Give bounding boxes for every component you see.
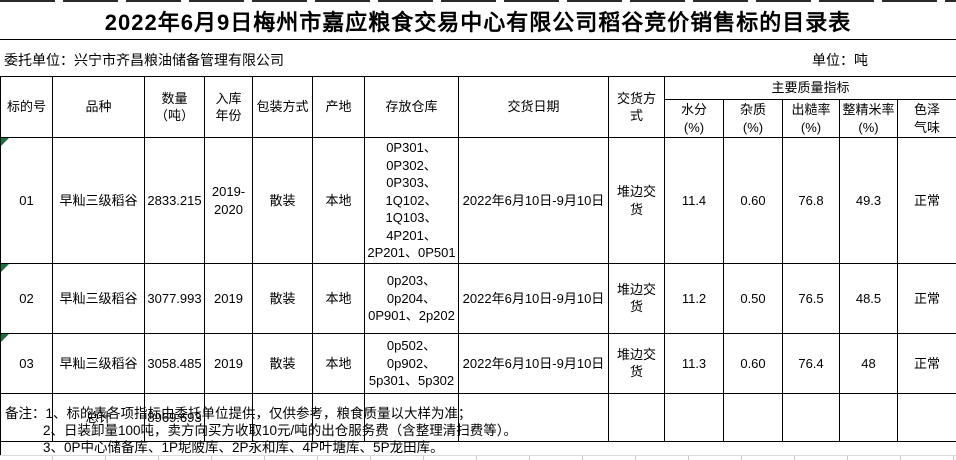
cell-empty[interactable] bbox=[723, 392, 783, 442]
cell-delivery-method[interactable]: 堆边交货 bbox=[608, 332, 665, 394]
remark-text: 2、日装卸量100吨，卖方向买方收取10元/吨的出仓服务费（含整理清扫费等）。 bbox=[43, 423, 518, 438]
cell-quantity[interactable]: 3058.485 bbox=[144, 332, 205, 394]
remark-line: 3、0P中心储备库、1P坭陂库、2P永和库、4P叶塘库、5P龙田库。 bbox=[1, 439, 956, 456]
cell-bid-no[interactable]: 02 bbox=[0, 262, 53, 334]
col-header-impurity[interactable]: 杂质 (%) bbox=[723, 98, 783, 139]
col-header-origin[interactable]: 产地 bbox=[312, 75, 365, 139]
remark-text: 1、标的表各项指标由委托单位提供，仅供参考，粮食质量以大样为准； bbox=[45, 406, 472, 421]
col-header-quality-group[interactable]: 主要质量指标 bbox=[663, 76, 956, 100]
cell-flag-triangle-icon bbox=[1, 334, 9, 342]
table-row: 02 早籼三级稻谷 3077.993 2019 散装 本地 0p203、0p20… bbox=[0, 262, 956, 334]
header-row-top: 标的号 品种 数量 （吨） 入库 年份 包装方式 产地 存放仓库 交货日期 交货… bbox=[0, 75, 956, 139]
cell-quantity[interactable]: 3077.993 bbox=[144, 262, 205, 334]
cell-empty[interactable] bbox=[664, 392, 724, 442]
cell-flag-triangle-icon bbox=[1, 138, 9, 147]
remarks-label: 备注： bbox=[5, 406, 46, 421]
col-header-storage-year[interactable]: 入库 年份 bbox=[204, 75, 253, 139]
col-header-bid-no[interactable]: 标的号 bbox=[0, 75, 53, 139]
cell-bid-no[interactable]: 03 bbox=[0, 332, 53, 394]
col-header-warehouse[interactable]: 存放仓库 bbox=[364, 75, 459, 139]
cell-brown-rice-rate[interactable]: 76.5 bbox=[782, 262, 840, 334]
cell-bid-no[interactable]: 01 bbox=[0, 137, 53, 264]
cell-color-odor[interactable]: 正常 bbox=[896, 262, 956, 334]
cell-impurity[interactable]: 0.60 bbox=[723, 137, 783, 264]
cell-warehouse[interactable]: 0p203、0p204、0P901、2p202 bbox=[364, 262, 459, 334]
col-header-quantity[interactable]: 数量 （吨） bbox=[144, 75, 205, 139]
cell-color-odor[interactable]: 正常 bbox=[896, 137, 956, 264]
col-header-delivery-date[interactable]: 交货日期 bbox=[458, 75, 609, 139]
cell-variety[interactable]: 早籼三级稻谷 bbox=[52, 332, 145, 394]
cell-packaging[interactable]: 散装 bbox=[252, 137, 313, 264]
col-header-delivery-method[interactable]: 交货方式 bbox=[608, 75, 665, 139]
cell-variety[interactable]: 早籼三级稻谷 bbox=[52, 137, 145, 264]
cell-impurity[interactable]: 0.50 bbox=[723, 262, 783, 334]
cell-origin[interactable]: 本地 bbox=[312, 332, 365, 394]
total-row: 总计 8969.693 bbox=[0, 392, 956, 442]
cell-moisture[interactable]: 11.2 bbox=[664, 262, 724, 334]
remark-line: 备注： 1、标的表各项指标由委托单位提供，仅供参考，粮食质量以大样为准； bbox=[1, 405, 956, 422]
cell-head-rice-rate[interactable]: 49.3 bbox=[839, 137, 898, 264]
cell-delivery-method[interactable]: 堆边交货 bbox=[608, 262, 665, 334]
cell-empty[interactable] bbox=[782, 392, 840, 442]
cell-flag-triangle-icon bbox=[1, 264, 9, 272]
cell-head-rice-rate[interactable]: 48.5 bbox=[839, 262, 898, 334]
cell-packaging[interactable]: 散装 bbox=[252, 332, 313, 394]
cell-color-odor[interactable]: 正常 bbox=[896, 332, 956, 394]
col-header-brown-rice-rate[interactable]: 出糙率 (%) bbox=[782, 98, 840, 139]
cell-origin[interactable]: 本地 bbox=[312, 137, 365, 264]
cell-head-rice-rate[interactable]: 48 bbox=[839, 332, 898, 394]
subtitle-row: 委托单位：兴宁市齐昌粮油储备管理有限公司 单位：吨 bbox=[0, 40, 956, 76]
table-row: 03 早籼三级稻谷 3058.485 2019 散装 本地 0p502、0p90… bbox=[0, 332, 956, 394]
catalog-table: 标的号 品种 数量 （吨） 入库 年份 包装方式 产地 存放仓库 交货日期 交货… bbox=[0, 75, 956, 442]
cell-empty[interactable] bbox=[608, 392, 665, 442]
cell-empty[interactable] bbox=[364, 392, 459, 442]
cell-brown-rice-rate[interactable]: 76.4 bbox=[782, 332, 840, 394]
remarks-block: 备注： 1、标的表各项指标由委托单位提供，仅供参考，粮食质量以大样为准； 2、日… bbox=[0, 402, 956, 455]
cell-empty[interactable] bbox=[896, 392, 956, 442]
col-header-variety[interactable]: 品种 bbox=[52, 75, 145, 139]
col-header-moisture[interactable]: 水分 (%) bbox=[664, 98, 724, 139]
cell-empty[interactable] bbox=[458, 392, 609, 442]
col-header-color-odor[interactable]: 色泽 气味 bbox=[896, 98, 956, 139]
cell-warehouse[interactable]: 0P301、0P302、0P303、1Q102、1Q103、4P201、2P20… bbox=[364, 137, 459, 264]
cell-brown-rice-rate[interactable]: 76.8 bbox=[782, 137, 840, 264]
table-row: 01 早籼三级稻谷 2833.215 2019- 2020 散装 本地 0P30… bbox=[0, 137, 956, 264]
cell-moisture[interactable]: 11.3 bbox=[664, 332, 724, 394]
cell-delivery-date[interactable]: 2022年6月10日-9月10日 bbox=[458, 137, 609, 264]
col-header-packaging[interactable]: 包装方式 bbox=[252, 75, 313, 139]
total-label[interactable]: 总计 bbox=[52, 392, 145, 442]
cell-delivery-date[interactable]: 2022年6月10日-9月10日 bbox=[458, 262, 609, 334]
cell-impurity[interactable]: 0.60 bbox=[723, 332, 783, 394]
consignor-label: 委托单位：兴宁市齐昌粮油储备管理有限公司 bbox=[4, 52, 284, 68]
cell-moisture[interactable]: 11.4 bbox=[664, 137, 724, 264]
adjacent-row-gridline bbox=[0, 0, 956, 2]
cell-empty[interactable] bbox=[204, 392, 253, 442]
cell-variety[interactable]: 早籼三级稻谷 bbox=[52, 262, 145, 334]
cell-storage-year[interactable]: 2019- 2020 bbox=[204, 137, 253, 264]
col-header-head-rice-rate[interactable]: 整精米率 (%) bbox=[839, 98, 898, 139]
page-title: 2022年6月9日梅州市嘉应粮食交易中心有限公司稻谷竞价销售标的目录表 bbox=[0, 2, 956, 40]
cell-delivery-method[interactable]: 堆边交货 bbox=[608, 137, 665, 264]
cell-storage-year[interactable]: 2019 bbox=[204, 332, 253, 394]
cell-packaging[interactable]: 散装 bbox=[252, 262, 313, 334]
cell-origin[interactable]: 本地 bbox=[312, 262, 365, 334]
remark-line: 2、日装卸量100吨，卖方向买方收取10元/吨的出仓服务费（含整理清扫费等）。 bbox=[1, 422, 956, 439]
cell-empty[interactable] bbox=[839, 392, 898, 442]
cell-quantity[interactable]: 2833.215 bbox=[144, 137, 205, 264]
cell-warehouse[interactable]: 0p502、0p902、5p301、5p302 bbox=[364, 332, 459, 394]
cell-storage-year[interactable]: 2019 bbox=[204, 262, 253, 334]
cell-delivery-date[interactable]: 2022年6月10日-9月10日 bbox=[458, 332, 609, 394]
unit-label: 单位：吨 bbox=[812, 52, 868, 68]
header-row-sub: 水分 (%) 杂质 (%) 出糙率 (%) 整精米率 (%) 色泽 气味 bbox=[1, 98, 956, 139]
remark-text: 3、0P中心储备库、1P坭陂库、2P永和库、4P叶塘库、5P龙田库。 bbox=[43, 440, 444, 455]
adjacent-row-gridline bbox=[0, 455, 956, 460]
